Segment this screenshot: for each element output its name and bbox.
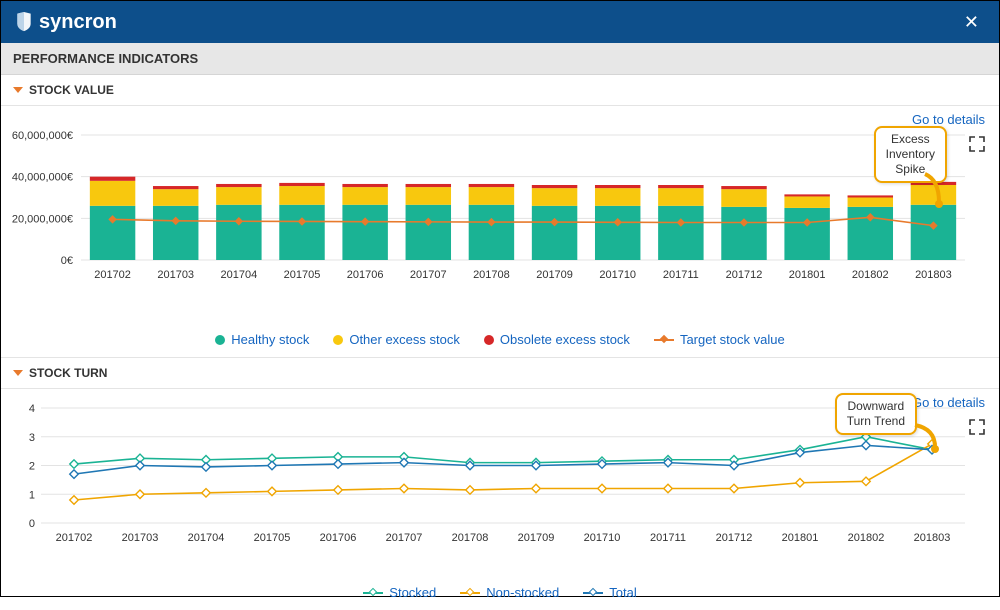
- svg-text:201710: 201710: [599, 269, 636, 281]
- svg-text:1: 1: [29, 489, 35, 501]
- svg-text:201802: 201802: [848, 532, 885, 544]
- expand-icon[interactable]: [969, 419, 985, 435]
- svg-text:40,000,000€: 40,000,000€: [12, 172, 73, 184]
- svg-text:3: 3: [29, 432, 35, 444]
- svg-text:201803: 201803: [915, 269, 952, 281]
- legend-item[interactable]: Total: [583, 585, 636, 600]
- svg-text:201704: 201704: [188, 532, 225, 544]
- svg-text:201802: 201802: [852, 269, 889, 281]
- legend-item[interactable]: Stocked: [363, 585, 436, 600]
- svg-text:201705: 201705: [254, 532, 291, 544]
- caret-down-icon: [13, 87, 23, 93]
- panel-title: STOCK TURN: [29, 366, 107, 380]
- logo-icon: [15, 12, 33, 32]
- svg-text:201709: 201709: [518, 532, 555, 544]
- svg-text:201803: 201803: [914, 532, 951, 544]
- section-title: PERFORMANCE INDICATORS: [1, 43, 999, 75]
- svg-text:201703: 201703: [122, 532, 159, 544]
- expand-icon[interactable]: [969, 136, 985, 152]
- svg-text:201705: 201705: [284, 269, 321, 281]
- svg-text:201702: 201702: [94, 269, 131, 281]
- stock-turn-legend: Stocked Non-stocked Total: [1, 579, 999, 610]
- stock-value-svg: 0€ 20,000,000€ 40,000,000€ 60,000,000€ 20170…: [11, 110, 975, 290]
- brand-text: syncron: [39, 11, 117, 34]
- svg-text:201706: 201706: [320, 532, 357, 544]
- svg-text:201801: 201801: [782, 532, 819, 544]
- svg-text:60,000,000€: 60,000,000€: [12, 130, 73, 142]
- svg-text:201711: 201711: [663, 269, 699, 281]
- legend-item[interactable]: Obsolete excess stock: [484, 332, 630, 347]
- svg-text:201712: 201712: [716, 532, 753, 544]
- svg-text:201702: 201702: [56, 532, 93, 544]
- close-icon[interactable]: ✕: [958, 8, 985, 37]
- svg-text:201712: 201712: [726, 269, 763, 281]
- svg-text:201704: 201704: [220, 269, 257, 281]
- callout-downward-trend: Downward Turn Trend: [835, 393, 917, 435]
- svg-text:201708: 201708: [473, 269, 510, 281]
- top-bar: syncron ✕: [1, 1, 999, 43]
- svg-text:201703: 201703: [157, 269, 194, 281]
- stock-turn-svg: 0 1 2 3 4 201702 201703 201704 201705 201706 20170…: [11, 393, 975, 553]
- brand-logo: syncron: [15, 11, 117, 34]
- svg-text:201711: 201711: [650, 532, 686, 544]
- stock-value-legend: Healthy stock Other excess stock Obsolete …: [1, 326, 999, 357]
- legend-item[interactable]: Healthy stock: [215, 332, 309, 347]
- svg-text:20,000,000€: 20,000,000€: [12, 213, 73, 225]
- panel-title: STOCK VALUE: [29, 83, 114, 97]
- caret-down-icon: [13, 370, 23, 376]
- svg-text:201710: 201710: [584, 532, 621, 544]
- stock-turn-chart: Go to details 0 1 2 3 4 201702 201703 201704 201…: [1, 389, 999, 579]
- svg-text:201707: 201707: [410, 269, 447, 281]
- svg-text:201708: 201708: [452, 532, 489, 544]
- svg-text:2: 2: [29, 461, 35, 473]
- callout-excess-inventory: Excess Inventory Spike: [874, 126, 947, 183]
- go-to-details-link[interactable]: Go to details: [912, 112, 985, 127]
- svg-text:0€: 0€: [61, 255, 73, 267]
- svg-text:201801: 201801: [789, 269, 826, 281]
- legend-item[interactable]: Non-stocked: [460, 585, 559, 600]
- svg-text:0: 0: [29, 518, 35, 530]
- legend-item[interactable]: Other excess stock: [333, 332, 460, 347]
- svg-text:4: 4: [29, 403, 35, 415]
- go-to-details-link[interactable]: Go to details: [912, 395, 985, 410]
- svg-text:201707: 201707: [386, 532, 423, 544]
- panel-header-stock-turn[interactable]: STOCK TURN: [1, 357, 999, 389]
- svg-text:201706: 201706: [347, 269, 384, 281]
- legend-item[interactable]: Target stock value: [654, 332, 785, 347]
- panel-header-stock-value[interactable]: STOCK VALUE: [1, 75, 999, 106]
- stock-value-chart: Go to details 0€ 20,000,000€ 40,000,000€ 60…: [1, 106, 999, 326]
- svg-text:201709: 201709: [536, 269, 573, 281]
